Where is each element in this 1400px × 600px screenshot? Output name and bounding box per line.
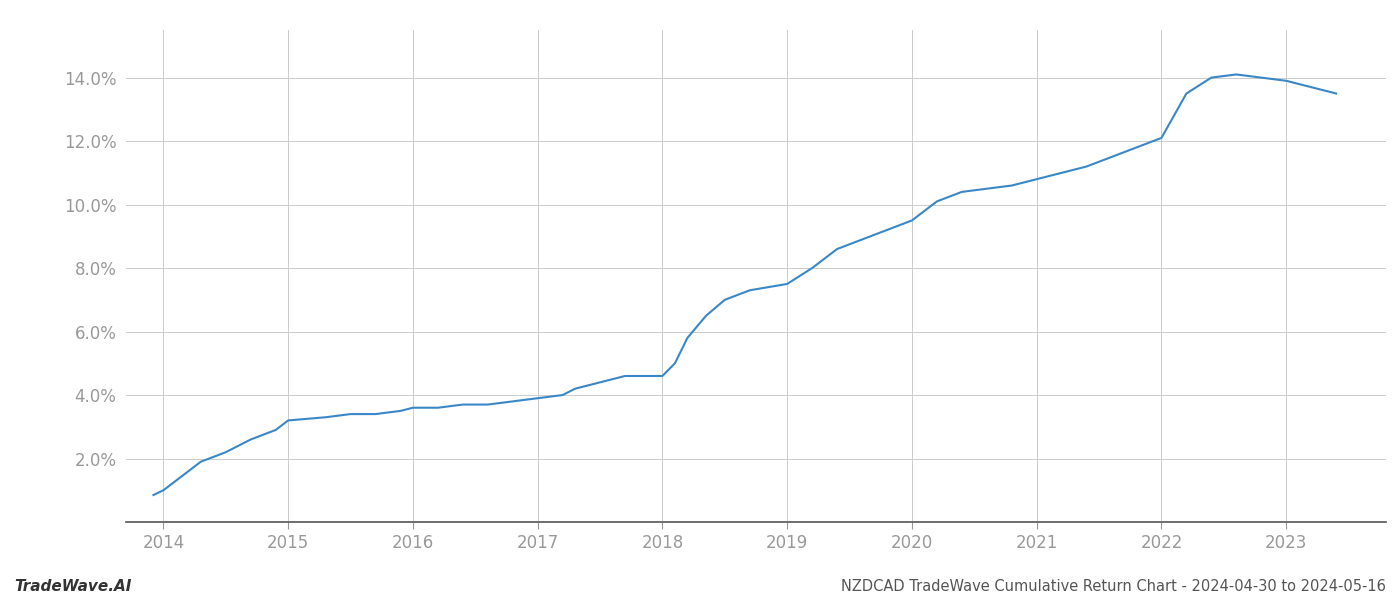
Text: TradeWave.AI: TradeWave.AI: [14, 579, 132, 594]
Text: NZDCAD TradeWave Cumulative Return Chart - 2024-04-30 to 2024-05-16: NZDCAD TradeWave Cumulative Return Chart…: [841, 579, 1386, 594]
